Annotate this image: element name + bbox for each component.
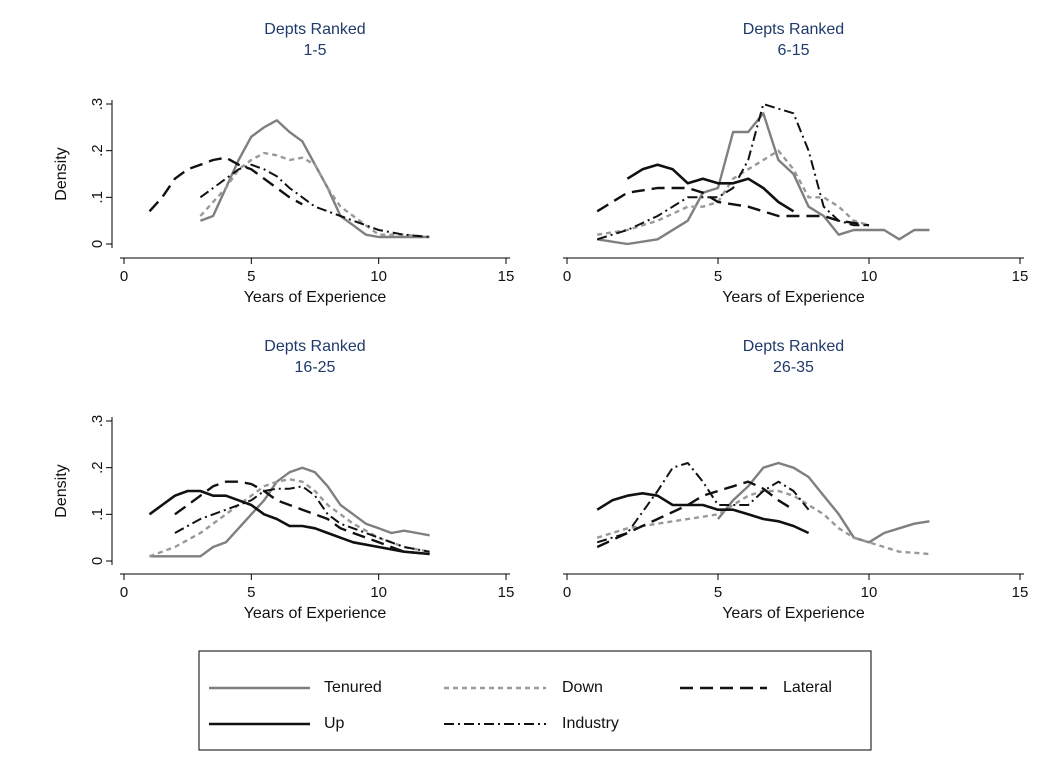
x-tick-label: 5 (714, 584, 722, 601)
panel-title-line: Depts Ranked (743, 338, 844, 355)
series-line-tenured (717, 461, 930, 544)
panel-1: Depts Ranked 1-5 0 5 10 15 Years of Experience… (53, 21, 514, 306)
y-tick-label: .3 (89, 415, 106, 428)
x-tick-label: 5 (247, 584, 255, 601)
panel-4: Depts Ranked 26-35 0 5 10 15 Years of Experien… (563, 338, 1029, 622)
y-axis-title: Density (53, 147, 70, 200)
x-tick-label: 15 (1012, 268, 1029, 285)
series-line-down (596, 489, 930, 556)
series-line-lateral (148, 156, 303, 213)
panel-title-line: 1-5 (303, 42, 326, 59)
legend-label: Up (324, 715, 345, 732)
legend-label: Down (562, 679, 603, 696)
series-line-industry (596, 462, 810, 544)
legend-item-lateral: Lateral (680, 679, 832, 696)
legend-item-industry: Industry (444, 715, 619, 732)
y-tick-label: .1 (89, 191, 106, 204)
legend-item-tenured: Tenured (209, 679, 382, 696)
y-tick-label: 0 (89, 557, 106, 565)
series-line-tenured (597, 112, 930, 246)
x-axis-title: Years of Experience (722, 289, 865, 306)
x-tick-label: 15 (498, 584, 515, 601)
series-line-industry (199, 163, 430, 238)
legend-item-up: Up (209, 715, 345, 732)
series-line-industry (596, 103, 869, 241)
panel-title-line: Depts Ranked (743, 21, 844, 38)
y-tick-label: .2 (89, 461, 106, 474)
x-tick-label: 10 (370, 268, 387, 285)
x-tick-label: 15 (1012, 584, 1029, 601)
series-line-down (597, 149, 870, 236)
series-line-lateral (596, 480, 795, 549)
legend-item-down: Down (444, 679, 603, 696)
panel-3: Depts Ranked 16-25 0 5 10 15 Years of Experien… (53, 338, 514, 622)
x-axis-title: Years of Experience (244, 605, 387, 622)
legend-label: Tenured (324, 679, 382, 696)
y-tick-label: .2 (89, 144, 106, 157)
series-line-up (148, 489, 430, 556)
x-tick-label: 0 (120, 268, 128, 285)
series-line-tenured (199, 119, 430, 239)
y-axis-title: Density (53, 464, 70, 517)
panels-group: Depts Ranked 1-5 0 5 10 15 Years of Experience… (53, 21, 1028, 622)
series-line-up (626, 163, 795, 213)
series-line-up (596, 492, 810, 535)
series-line-tenured (149, 466, 430, 558)
legend-label: Lateral (783, 679, 832, 696)
x-axis-title: Years of Experience (722, 605, 865, 622)
series-line-lateral (174, 480, 430, 556)
x-tick-label: 5 (714, 268, 722, 285)
x-tick-label: 10 (861, 268, 878, 285)
legend: Tenured Down Lateral Up Industry (198, 650, 872, 751)
x-tick-label: 0 (563, 584, 571, 601)
panel-title-line: 16-25 (295, 359, 336, 376)
panel-title-line: Depts Ranked (264, 338, 365, 355)
x-tick-label: 0 (120, 584, 128, 601)
panel-title-line: 6-15 (777, 42, 809, 59)
series-line-down (149, 478, 430, 558)
legend-label: Industry (562, 715, 619, 732)
series-line-down (199, 151, 430, 239)
y-tick-label: 0 (89, 240, 106, 248)
x-tick-label: 0 (563, 268, 571, 285)
legend-frame (198, 650, 872, 751)
series-line-lateral (596, 186, 870, 227)
x-tick-label: 15 (498, 268, 515, 285)
panel-title-line: 26-35 (773, 359, 814, 376)
y-tick-label: .3 (89, 98, 106, 111)
x-axis-title: Years of Experience (244, 289, 387, 306)
panel-2: Depts Ranked 6-15 0 5 10 15 Years of Experienc… (563, 21, 1029, 306)
x-tick-label: 10 (370, 584, 387, 601)
y-tick-label: .1 (89, 508, 106, 521)
series-line-industry (174, 485, 430, 553)
x-tick-label: 10 (861, 584, 878, 601)
panel-title-line: Depts Ranked (264, 21, 365, 38)
x-tick-label: 5 (247, 268, 255, 285)
